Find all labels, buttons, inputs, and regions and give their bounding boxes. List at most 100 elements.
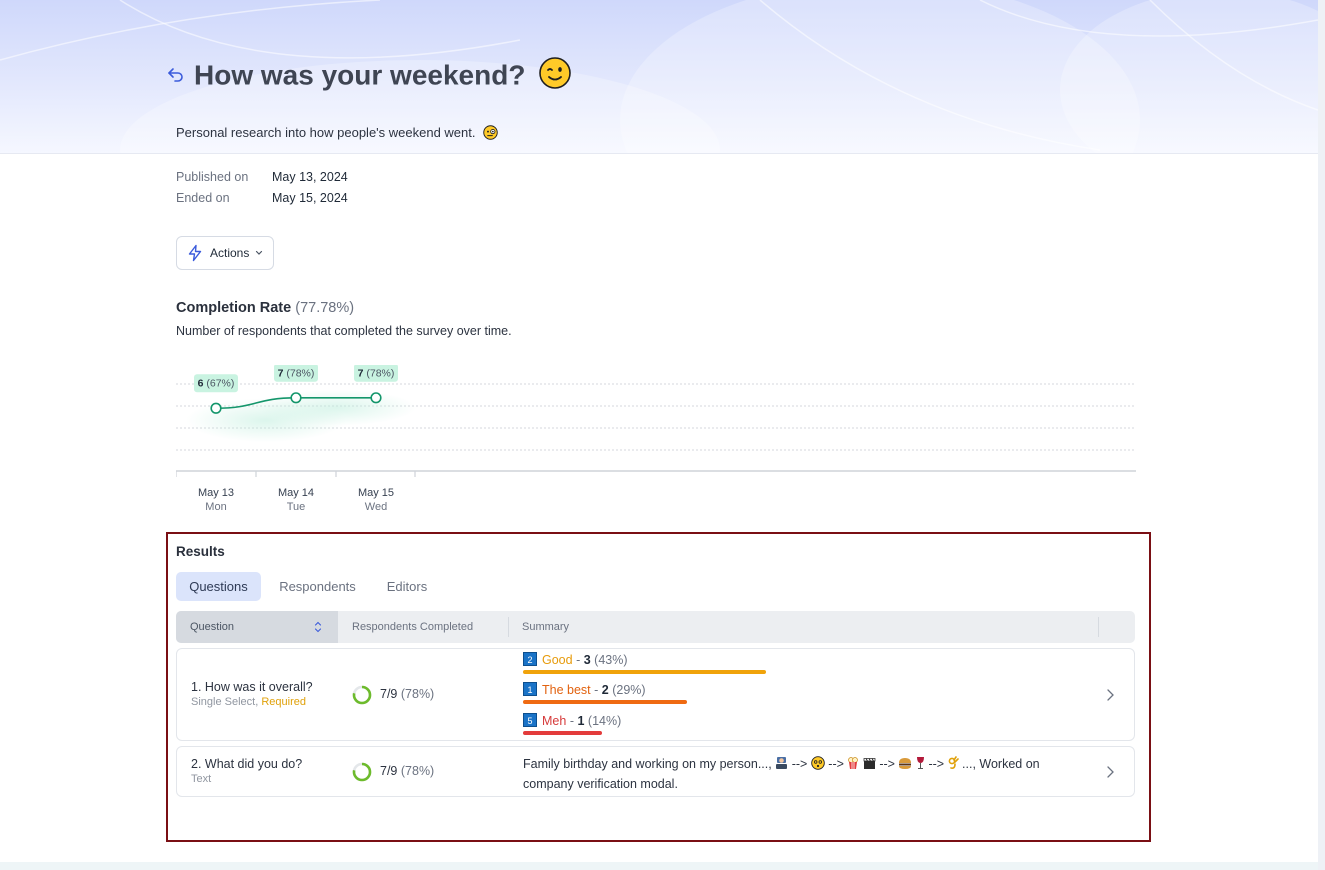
option-label: The best	[542, 683, 591, 697]
results-title: Results	[176, 544, 225, 559]
actions-button-label: Actions	[210, 246, 250, 260]
summary-option: 1 The best - 2 (29%)	[523, 682, 646, 697]
survey-description-text: Personal research into how people's week…	[176, 125, 476, 140]
x-tick-day: Wed	[365, 501, 387, 513]
question-title: 1. How was it overall?	[191, 680, 313, 694]
column-header-completed: Respondents Completed	[352, 621, 474, 633]
summary-arrow: -->	[828, 757, 844, 771]
page-title-text: How was your weekend?	[194, 59, 526, 91]
published-label: Published on	[176, 170, 249, 184]
chevron-right-icon[interactable]	[1105, 688, 1115, 702]
column-divider	[508, 617, 509, 637]
text-answer-summary: Family birthday and working on my person…	[523, 754, 1083, 794]
tab-respondents[interactable]: Respondents	[279, 579, 356, 594]
table-row[interactable]: 1. How was it overall? Single Select, Re…	[176, 648, 1135, 741]
footer-strip	[0, 862, 1318, 870]
question-title: 2. What did you do?	[191, 757, 303, 771]
chart-x-axis	[176, 470, 1136, 477]
column-header-question-label: Question	[190, 621, 235, 633]
option-separator: -	[594, 683, 599, 697]
rank-badge: 1	[523, 682, 537, 696]
chevron-right-icon[interactable]	[1105, 765, 1115, 779]
clapper-board-icon	[863, 758, 876, 769]
respondents-completed-count: 7/9	[380, 687, 398, 701]
published-date: May 13, 2024	[272, 170, 348, 184]
chart-data-labels: 6 (67%)7 (78%) 7 (78%)	[194, 365, 398, 393]
ended-date: May 15, 2024	[272, 191, 348, 205]
ok-hand-icon	[948, 756, 959, 769]
x-tick-date: May 14	[278, 487, 314, 499]
data-label: 7 (78%)	[354, 365, 398, 382]
option-count: 3	[583, 653, 591, 667]
data-label-pct: (78%)	[286, 367, 314, 379]
chart-tick-labels: May 13 Mon May 14 Tue May 15 Wed	[198, 487, 394, 513]
summary-arrow: -->	[928, 757, 945, 771]
dizzy-face-icon	[811, 756, 825, 770]
completion-ring-fill	[352, 685, 372, 705]
page-title: How was your weekend?	[194, 57, 572, 97]
data-label-count: 6	[198, 378, 207, 390]
respondents-completed: 7/9 (78%)	[380, 687, 434, 701]
column-header-summary: Summary	[522, 621, 570, 633]
completion-rate-label: Completion Rate	[176, 300, 292, 316]
data-label: 7 (78%)	[274, 365, 318, 382]
question-type-text: Single Select,	[191, 696, 259, 708]
completion-ring-icon	[352, 762, 372, 782]
completion-ring-icon	[352, 685, 372, 705]
winking-face-icon	[539, 57, 572, 97]
column-header-question[interactable]: Question	[176, 611, 338, 643]
actions-button[interactable]: Actions	[176, 236, 274, 270]
x-tick-date: May 13	[198, 487, 234, 499]
required-label: Required	[261, 696, 306, 708]
option-label: Meh	[542, 714, 567, 728]
tab-editors[interactable]: Editors	[386, 579, 428, 594]
data-label-pct: (78%)	[366, 367, 394, 379]
data-point[interactable]	[290, 392, 302, 404]
x-tick-date: May 15	[358, 487, 394, 499]
option-bar	[523, 700, 687, 704]
respondents-completed-count: 7/9	[380, 764, 398, 778]
results-table-header: Question Respondents Completed Summary	[176, 611, 1135, 643]
face-with-monocle-icon	[483, 125, 498, 143]
table-row[interactable]: 2. What did you do? Text 7/9 (78%) Famil…	[176, 746, 1135, 797]
popcorn-icon	[848, 757, 859, 769]
option-bar	[523, 670, 766, 674]
completion-rate-value: (77.78%)	[295, 300, 355, 316]
data-label-bg	[274, 365, 318, 382]
respondents-completed: 7/9 (78%)	[380, 764, 434, 778]
option-pct: (29%)	[612, 683, 646, 697]
rank-badge: 2	[523, 652, 537, 666]
data-point[interactable]	[210, 402, 222, 414]
rank-badge: 5	[523, 713, 537, 727]
data-label-pct: (67%)	[206, 378, 234, 390]
tab-questions[interactable]: Questions	[176, 572, 261, 601]
option-pct: (43%)	[594, 653, 628, 667]
summary-option: 2 Good - 3 (43%)	[523, 652, 628, 667]
column-divider	[1098, 617, 1099, 637]
completion-rate-description: Number of respondents that completed the…	[176, 324, 512, 338]
hamburger-icon	[899, 758, 912, 769]
option-label: Good	[542, 653, 573, 667]
respondents-completed-pct: (78%)	[400, 764, 435, 778]
data-label: 6 (67%)	[194, 374, 238, 393]
summary-text-part: Family birthday and working on my person…	[523, 757, 772, 771]
data-label-text: 7 (78%)	[278, 367, 315, 379]
completion-ring-fill	[352, 762, 372, 782]
hero-banner	[0, 0, 1318, 154]
data-point[interactable]	[370, 392, 382, 404]
x-tick-day: Tue	[287, 501, 306, 513]
data-label-bg	[194, 374, 238, 393]
wine-glass-icon	[916, 757, 924, 769]
data-label-count: 7	[358, 367, 367, 379]
option-separator: -	[576, 653, 581, 667]
scrollbar-track[interactable]	[1318, 0, 1325, 870]
summary-arrow: -->	[879, 757, 895, 771]
chevron-down-icon	[256, 250, 263, 255]
sort-icon[interactable]	[313, 620, 323, 634]
technologist-icon	[776, 757, 788, 769]
back-arrow-icon[interactable]	[166, 64, 186, 84]
survey-description: Personal research into how people's week…	[176, 125, 498, 143]
summary-arrow: -->	[791, 757, 808, 771]
data-label-text: 7 (78%)	[358, 367, 395, 379]
